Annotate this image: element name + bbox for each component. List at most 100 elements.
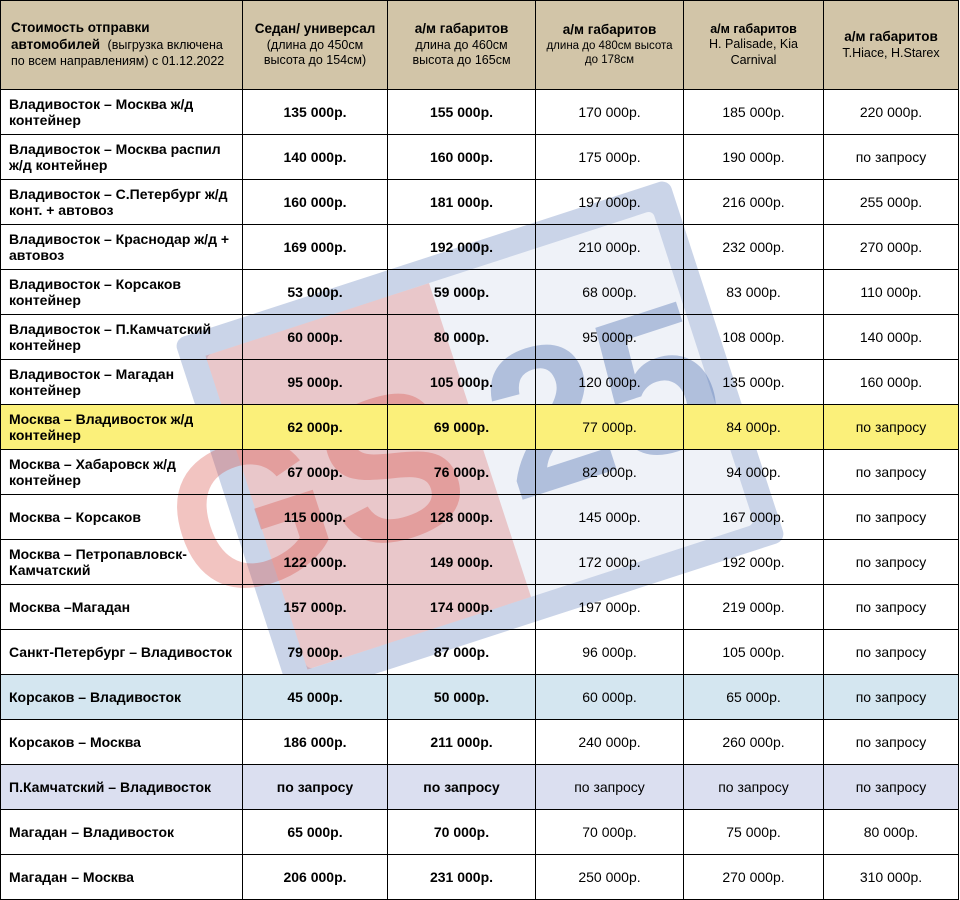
price-cell: 240 000р. bbox=[536, 720, 684, 765]
col-header-hiace: а/м габаритов T.Hiace, H.Starex bbox=[824, 1, 959, 90]
price-cell: 190 000р. bbox=[684, 135, 824, 180]
price-cell: 310 000р. bbox=[824, 855, 959, 900]
price-cell: 197 000р. bbox=[536, 585, 684, 630]
route-cell: П.Камчатский – Владивосток bbox=[1, 765, 243, 810]
price-cell: 94 000р. bbox=[684, 450, 824, 495]
price-cell: 270 000р. bbox=[684, 855, 824, 900]
price-cell: по запросу bbox=[824, 720, 959, 765]
price-cell: 70 000р. bbox=[536, 810, 684, 855]
table-row: Владивосток – Корсаков контейнер53 000р.… bbox=[1, 270, 959, 315]
price-cell: 192 000р. bbox=[388, 225, 536, 270]
price-cell: 45 000р. bbox=[243, 675, 388, 720]
route-cell: Владивосток – Москва ж/д контейнер bbox=[1, 90, 243, 135]
price-cell: по запросу bbox=[824, 585, 959, 630]
table-row: Владивосток – С.Петербург ж/д конт. + ав… bbox=[1, 180, 959, 225]
price-cell: по запросу bbox=[536, 765, 684, 810]
price-cell: 255 000р. bbox=[824, 180, 959, 225]
price-cell: 120 000р. bbox=[536, 360, 684, 405]
price-cell: 160 000р. bbox=[824, 360, 959, 405]
price-cell: 135 000р. bbox=[243, 90, 388, 135]
price-cell: 197 000р. bbox=[536, 180, 684, 225]
price-cell: 80 000р. bbox=[824, 810, 959, 855]
price-cell: 140 000р. bbox=[824, 315, 959, 360]
price-cell: 70 000р. bbox=[388, 810, 536, 855]
route-cell: Владивосток – Москва распил ж/д контейне… bbox=[1, 135, 243, 180]
price-cell: 50 000р. bbox=[388, 675, 536, 720]
price-cell: 60 000р. bbox=[243, 315, 388, 360]
price-cell: 181 000р. bbox=[388, 180, 536, 225]
table-row: Владивосток – Москва ж/д контейнер135 00… bbox=[1, 90, 959, 135]
price-cell: по запросу bbox=[824, 540, 959, 585]
price-cell: 110 000р. bbox=[824, 270, 959, 315]
route-cell: Владивосток – Краснодар ж/д + автовоз bbox=[1, 225, 243, 270]
route-cell: Владивосток – Корсаков контейнер bbox=[1, 270, 243, 315]
price-cell: по запросу bbox=[824, 765, 959, 810]
col-header-route: Стоимость отправки автомобилей (выгрузка… bbox=[1, 1, 243, 90]
price-cell: 67 000р. bbox=[243, 450, 388, 495]
table-row: П.Камчатский – Владивостокпо запросупо з… bbox=[1, 765, 959, 810]
price-cell: 172 000р. bbox=[536, 540, 684, 585]
price-cell: 105 000р. bbox=[684, 630, 824, 675]
price-cell: 75 000р. bbox=[684, 810, 824, 855]
price-cell: 79 000р. bbox=[243, 630, 388, 675]
price-cell: по запросу bbox=[824, 135, 959, 180]
price-cell: 169 000р. bbox=[243, 225, 388, 270]
table-row: Корсаков – Москва186 000р.211 000р.240 0… bbox=[1, 720, 959, 765]
col-header-dim2: а/м габаритов длина до 480см высота до 1… bbox=[536, 1, 684, 90]
route-cell: Москва – Хабаровск ж/д контейнер bbox=[1, 450, 243, 495]
price-cell: 122 000р. bbox=[243, 540, 388, 585]
table-row: Москва – Хабаровск ж/д контейнер67 000р.… bbox=[1, 450, 959, 495]
table-row: Москва – Владивосток ж/д контейнер62 000… bbox=[1, 405, 959, 450]
price-cell: по запросу bbox=[824, 450, 959, 495]
price-cell: 95 000р. bbox=[243, 360, 388, 405]
price-cell: 108 000р. bbox=[684, 315, 824, 360]
table-row: Корсаков – Владивосток45 000р.50 000р.60… bbox=[1, 675, 959, 720]
price-cell: по запросу bbox=[243, 765, 388, 810]
price-cell: 115 000р. bbox=[243, 495, 388, 540]
price-cell: 84 000р. bbox=[684, 405, 824, 450]
route-cell: Москва – Корсаков bbox=[1, 495, 243, 540]
price-cell: 210 000р. bbox=[536, 225, 684, 270]
price-cell: 231 000р. bbox=[388, 855, 536, 900]
price-cell: 135 000р. bbox=[684, 360, 824, 405]
route-cell: Владивосток – П.Камчатский контейнер bbox=[1, 315, 243, 360]
price-cell: 65 000р. bbox=[684, 675, 824, 720]
header-row: Стоимость отправки автомобилей (выгрузка… bbox=[1, 1, 959, 90]
price-cell: 206 000р. bbox=[243, 855, 388, 900]
price-cell: 69 000р. bbox=[388, 405, 536, 450]
price-cell: 105 000р. bbox=[388, 360, 536, 405]
price-cell: по запросу bbox=[824, 495, 959, 540]
table-row: Москва – Корсаков115 000р.128 000р.145 0… bbox=[1, 495, 959, 540]
price-cell: 185 000р. bbox=[684, 90, 824, 135]
table-row: Магадан – Москва206 000р.231 000р.250 00… bbox=[1, 855, 959, 900]
price-cell: 65 000р. bbox=[243, 810, 388, 855]
price-cell: 232 000р. bbox=[684, 225, 824, 270]
price-cell: 80 000р. bbox=[388, 315, 536, 360]
price-cell: 68 000р. bbox=[536, 270, 684, 315]
price-cell: 145 000р. bbox=[536, 495, 684, 540]
price-cell: по запросу bbox=[824, 630, 959, 675]
price-cell: 219 000р. bbox=[684, 585, 824, 630]
price-cell: 53 000р. bbox=[243, 270, 388, 315]
table-row: Москва –Магадан157 000р.174 000р.197 000… bbox=[1, 585, 959, 630]
price-cell: 83 000р. bbox=[684, 270, 824, 315]
price-cell: 82 000р. bbox=[536, 450, 684, 495]
route-cell: Корсаков – Владивосток bbox=[1, 675, 243, 720]
route-cell: Москва –Магадан bbox=[1, 585, 243, 630]
table-row: Владивосток – П.Камчатский контейнер60 0… bbox=[1, 315, 959, 360]
route-cell: Москва – Владивосток ж/д контейнер bbox=[1, 405, 243, 450]
table-row: Санкт-Петербург – Владивосток79 000р.87 … bbox=[1, 630, 959, 675]
price-cell: 149 000р. bbox=[388, 540, 536, 585]
table-row: Владивосток – Москва распил ж/д контейне… bbox=[1, 135, 959, 180]
col-header-dim1: а/м габаритов длина до 460см высота до 1… bbox=[388, 1, 536, 90]
table-row: Владивосток – Магадан контейнер95 000р.1… bbox=[1, 360, 959, 405]
price-cell: 59 000р. bbox=[388, 270, 536, 315]
price-cell: 192 000р. bbox=[684, 540, 824, 585]
col-header-palisade: а/м габаритов H. Palisade, Kia Carnival bbox=[684, 1, 824, 90]
price-cell: 157 000р. bbox=[243, 585, 388, 630]
route-cell: Корсаков – Москва bbox=[1, 720, 243, 765]
route-cell: Москва – Петропавловск-Камчатский bbox=[1, 540, 243, 585]
price-cell: 186 000р. bbox=[243, 720, 388, 765]
price-cell: 62 000р. bbox=[243, 405, 388, 450]
price-cell: 160 000р. bbox=[388, 135, 536, 180]
